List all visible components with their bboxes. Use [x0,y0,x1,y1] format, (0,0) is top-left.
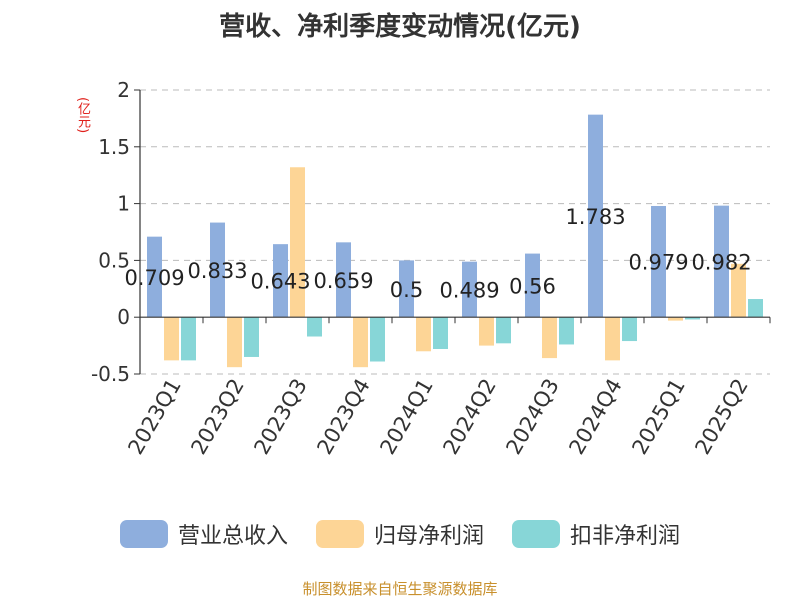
y-axis-unit-label: (亿元) [75,96,90,134]
data-label: 1.783 [565,205,625,229]
legend-item-net-profit[interactable]: 归母净利润 [315,518,484,550]
bar-series-1 [462,261,477,318]
bar-series-2 [416,317,431,352]
legend: 营业总收入 归母净利润 扣非净利润 [0,518,800,550]
bar-series-3 [181,317,196,361]
data-label: 0.709 [124,266,184,290]
x-tick-label: 2024Q3 [501,375,563,459]
data-label: 0.56 [509,274,556,298]
y-tick-label: 1.5 [98,135,130,159]
bar-series-1 [651,205,666,318]
bar-series-1 [399,260,414,318]
data-label: 0.643 [250,270,310,294]
bar-series-3 [748,299,763,318]
legend-label-deducted-profit: 扣非净利润 [570,524,681,549]
y-tick-label: 0.5 [98,248,130,272]
data-label: 0.489 [439,278,499,302]
data-source-note: 制图数据来自恒生聚源数据库 [302,580,498,598]
bar-series-3 [244,317,259,357]
bar-series-2 [605,317,620,361]
bar-series-1 [336,242,351,318]
y-tick-label: -0.5 [91,362,130,386]
x-tick-label: 2023Q2 [186,375,248,459]
bar-series-1 [273,244,288,318]
data-label: 0.982 [691,250,751,274]
x-tick-label: 2023Q4 [312,375,374,459]
bar-series-3 [622,317,637,342]
bar-series-3 [559,317,574,345]
y-tick-label: 2 [117,78,130,102]
bar-series-1 [525,253,540,318]
bar-series-3 [370,317,385,362]
legend-label-net-profit: 归母净利润 [373,524,484,549]
bar-series-1 [714,205,729,318]
bar-series-2 [290,167,305,318]
y-tick-label: 0 [117,305,130,329]
x-tick-label: 2024Q1 [375,375,437,459]
x-tick-label: 2025Q2 [690,375,752,459]
data-label: 0.5 [390,278,423,302]
bar-series-2 [668,317,683,321]
y-tick-label: 1 [117,192,130,216]
x-tick-label: 2023Q3 [249,375,311,459]
chart-title: 营收、净利季度变动情况(亿元) [219,12,581,42]
bar-series-2 [731,263,746,318]
data-label: 0.659 [313,269,373,293]
bar-series-2 [164,317,179,361]
x-tick-label: 2023Q1 [123,375,185,459]
legend-swatch-revenue [119,520,168,548]
x-tick-label: 2025Q1 [627,375,689,459]
legend-label-revenue: 营业总收入 [177,524,288,549]
bar-series-3 [685,317,700,320]
legend-swatch-net-profit [315,520,364,548]
legend-item-revenue[interactable]: 营业总收入 [119,518,288,550]
bar-series-2 [542,317,557,359]
bar-series-3 [433,317,448,350]
bar-series-2 [353,317,368,368]
bar-series-1 [147,236,162,318]
bar-series-2 [479,317,494,346]
bar-series-3 [496,317,511,344]
data-label: 0.833 [187,259,247,283]
bar-series-3 [307,317,322,337]
legend-swatch-deducted-profit [512,520,560,548]
legend-item-deducted-profit[interactable]: 扣非净利润 [512,518,680,550]
data-label: 0.979 [628,251,688,275]
bar-series-2 [227,317,242,368]
bar-series-1 [588,114,603,318]
x-tick-label: 2024Q4 [564,375,626,459]
bar-series-1 [210,222,225,318]
x-tick-label: 2024Q2 [438,375,500,459]
